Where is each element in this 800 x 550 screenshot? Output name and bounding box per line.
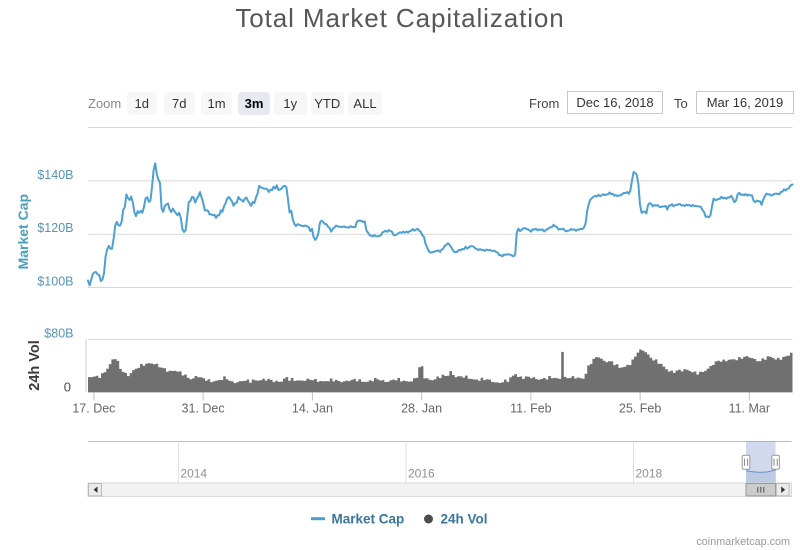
svg-text:Market Cap: Market Cap xyxy=(332,512,405,527)
svg-text:24h Vol: 24h Vol xyxy=(27,340,43,391)
svg-text:0: 0 xyxy=(64,379,71,394)
svg-text:14. Jan: 14. Jan xyxy=(292,401,333,415)
svg-text:2014: 2014 xyxy=(180,467,207,481)
svg-text:11. Mar: 11. Mar xyxy=(729,401,770,415)
svg-text:24h Vol: 24h Vol xyxy=(441,512,488,527)
svg-text:2016: 2016 xyxy=(408,467,435,481)
svg-text:Market Cap: Market Cap xyxy=(15,194,31,269)
svg-text:$80B: $80B xyxy=(44,327,73,341)
svg-text:$140B: $140B xyxy=(37,168,73,182)
svg-text:11. Feb: 11. Feb xyxy=(510,401,552,415)
svg-text:2018: 2018 xyxy=(636,467,663,481)
svg-text:coinmarketcap.com: coinmarketcap.com xyxy=(696,536,790,548)
svg-text:31. Dec: 31. Dec xyxy=(182,401,225,415)
svg-text:25. Feb: 25. Feb xyxy=(619,401,661,415)
svg-text:$120B: $120B xyxy=(37,221,73,235)
svg-text:17. Dec: 17. Dec xyxy=(72,401,115,415)
svg-text:$100B: $100B xyxy=(37,274,73,288)
svg-text:28. Jan: 28. Jan xyxy=(401,401,442,415)
